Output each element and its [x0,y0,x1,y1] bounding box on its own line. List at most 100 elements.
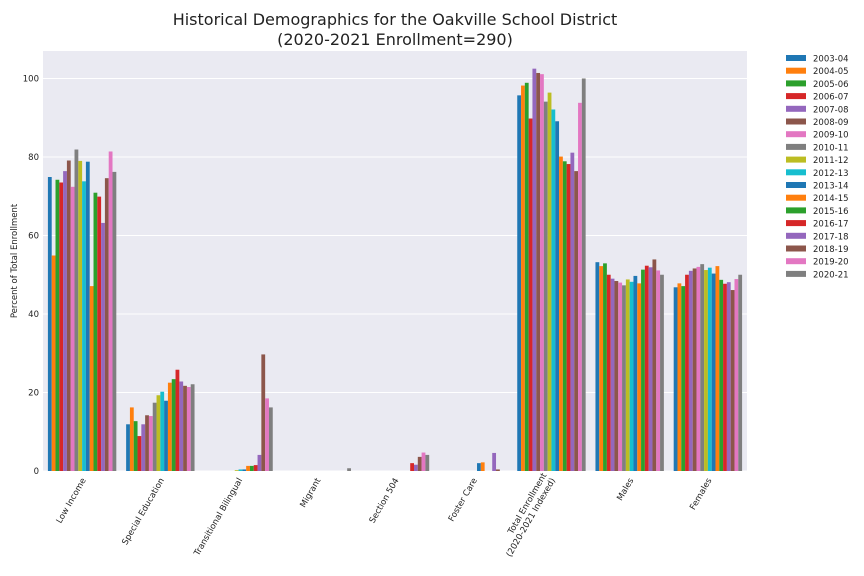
legend-swatch [786,182,806,188]
bar-2019-20-1 [186,387,191,471]
bar-2004-05-0 [51,255,56,471]
bar-2017-18-6 [570,152,575,471]
bar-2013-14-0 [85,161,90,471]
bar-2007-08-7 [610,278,615,471]
legend-label: 2012-13 [813,169,849,179]
legend-label: 2017-18 [813,232,849,242]
legend-label: 2013-14 [813,182,849,192]
bar-2019-20-7 [656,270,661,471]
bar-2016-17-8 [723,283,727,471]
bar-2007-08-0 [63,171,67,471]
bar-2013-14-5 [477,463,481,471]
bar-2019-20-8 [734,279,739,471]
legend-swatch [786,67,806,74]
bar-2010-11-1 [152,402,157,471]
y-tick-label: 100 [23,74,39,84]
bar-2019-20-6 [578,102,582,472]
bar-2003-04-6 [517,95,522,472]
legend-swatch [786,207,806,214]
x-tick-labels: Low Income Special Education Transitional … [55,471,715,559]
legend-swatch [786,55,806,61]
legend-label: 2014-15 [813,194,849,204]
bar-2008-09-6 [536,72,541,471]
y-tick-labels: 0 20 40 60 80 100 [23,74,39,477]
bar-2010-11-0 [74,149,79,471]
bar-2011-12-6 [547,92,552,471]
bar-2016-17-4 [410,463,414,471]
bar-2017-18-2 [257,454,262,471]
bar-2005-06-0 [55,179,60,471]
bar-2009-10-8 [696,266,701,471]
legend-swatch [786,270,806,277]
bar-2007-08-8 [688,270,693,471]
bar-2005-06-1 [133,421,138,471]
bar-2017-18-4 [414,464,418,471]
bar-2003-04-1 [126,424,130,471]
bar-2013-14-2 [242,469,247,471]
y-axis-label: Percent of Total Enrollment [10,203,20,318]
legend-label: 2011-12 [813,156,849,166]
bar-2009-10-7 [618,282,623,471]
legend-label: 2005-06 [813,80,849,90]
bar-2006-07-8 [685,274,689,471]
bar-2010-11-6 [543,101,548,472]
legend-swatch [786,143,806,150]
bar-2006-07-7 [606,274,611,471]
x-tick-label: Total Enrollment(2020-2021 Indexed) [496,471,558,559]
bar-2018-19-0 [104,178,109,472]
bar-2020-21-8 [738,274,743,471]
legend-label: 2004-05 [813,67,849,77]
bar-2016-17-1 [175,369,180,471]
bar-2009-10-1 [148,416,153,471]
chart-subtitle: (2020-2021 Enrollment=290) [277,30,513,49]
bar-2020-21-0 [112,171,117,471]
legend-label: 2008-09 [813,118,849,128]
y-tick-label: 0 [34,467,39,477]
bar-2012-13-7 [629,281,634,471]
bar-2006-07-0 [59,182,64,471]
bar-2008-09-1 [145,415,149,471]
bar-2020-21-2 [268,407,273,471]
x-tick-label: Males [615,476,636,503]
bar-2017-18-8 [726,282,731,471]
bar-2012-13-2 [238,469,243,471]
bar-2020-21-1 [190,384,195,471]
legend-label: 2007-08 [813,105,849,115]
bar-2020-21-3 [347,468,351,471]
bar-2015-16-6 [562,161,567,471]
bar-2007-08-6 [532,68,537,472]
bar-2010-11-7 [622,285,626,471]
bar-2018-19-2 [261,354,266,471]
bar-2015-16-1 [171,379,176,471]
bar-2016-17-0 [97,196,102,472]
legend-label: 2016-17 [813,220,849,230]
x-tick-label: Foster Care [447,477,480,524]
x-tick-label: Females [688,476,715,512]
x-tick-label: Special Education [120,477,166,548]
bar-2004-05-6 [521,85,525,471]
bars [47,68,743,472]
bar-2016-17-7 [644,265,649,471]
bar-2007-08-1 [141,424,146,471]
x-tick-label: Transitional Bilingual [192,477,245,559]
bar-2012-13-0 [82,181,86,472]
bar-2014-15-5 [480,462,485,471]
bar-2013-14-7 [633,275,638,471]
y-tick-label: 60 [28,231,39,241]
legend-swatch [786,245,806,252]
x-tick-label: Low Income [55,477,89,526]
y-tick-label: 20 [28,388,39,398]
legend-swatch [786,118,806,125]
bar-2014-15-1 [167,382,172,471]
bar-2003-04-7 [595,262,600,471]
legend-swatch [786,131,806,138]
bar-2011-12-0 [78,160,83,471]
legend-label: 2010-11 [813,143,849,153]
bar-2012-13-1 [160,391,165,471]
bar-2017-18-5 [492,452,497,471]
legend-label: 2018-19 [813,245,849,255]
bar-2016-17-6 [566,164,571,471]
legend-label: 2009-10 [813,131,849,141]
bar-2005-06-8 [681,286,686,471]
